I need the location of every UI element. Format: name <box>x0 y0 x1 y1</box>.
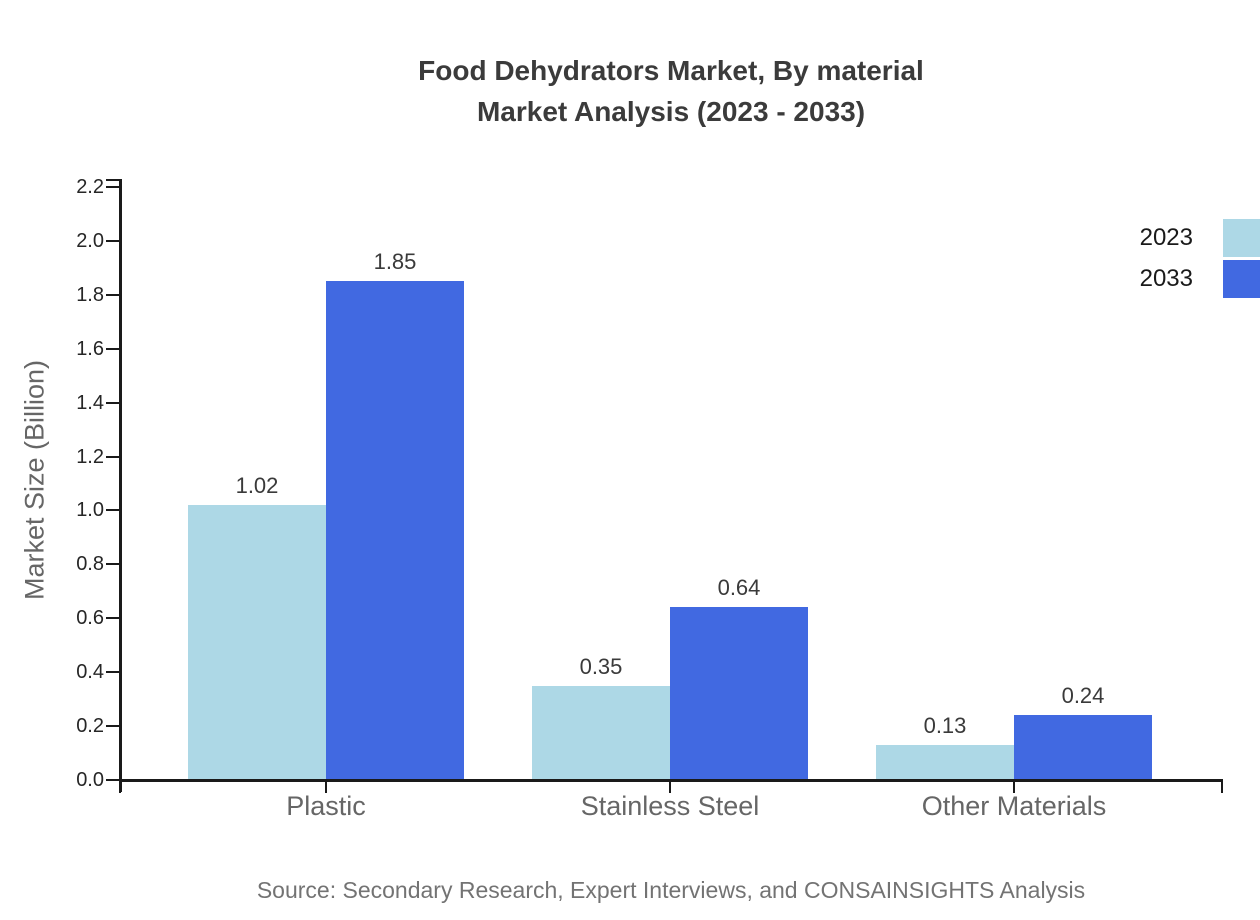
x-axis-tick <box>119 780 121 793</box>
bar-2033-plastic <box>326 281 464 779</box>
x-axis-tick <box>1221 780 1223 793</box>
bar-2033-stainless-steel <box>670 607 808 779</box>
y-axis-tick <box>106 186 119 188</box>
y-axis-tick-label: 0.4 <box>76 661 104 683</box>
legend-label-2023: 2023 <box>1139 224 1193 251</box>
y-axis-tick-label: 0.0 <box>76 769 104 791</box>
y-axis-tick-label: 1.0 <box>76 499 104 521</box>
bar-value-label: 1.85 <box>373 249 417 274</box>
chart-title-line1: Food Dehydrators Market, By material <box>418 55 924 86</box>
legend-swatch-2023 <box>1223 219 1260 257</box>
y-axis-tick <box>106 456 119 458</box>
y-axis-tick <box>106 563 119 565</box>
bar-value-label: 1.02 <box>235 473 279 498</box>
x-axis-category-label: Stainless Steel <box>580 791 760 821</box>
legend-swatch-2033 <box>1223 260 1260 298</box>
y-axis-tick <box>106 294 119 296</box>
y-axis-tick <box>106 617 119 619</box>
bar-value-label: 0.35 <box>579 654 623 679</box>
x-axis-line <box>119 779 1223 782</box>
x-axis-tick <box>325 780 327 793</box>
bar-value-label: 0.24 <box>1061 683 1105 708</box>
y-axis-tick <box>106 348 119 350</box>
bar-2023-stainless-steel <box>532 686 670 779</box>
x-axis-tick <box>1013 780 1015 793</box>
bar-value-label: 0.13 <box>923 713 967 738</box>
y-axis-tick <box>106 402 119 404</box>
y-axis-tick <box>106 509 119 511</box>
y-axis-tick-label: 2.2 <box>76 176 104 198</box>
y-axis-tick <box>106 240 119 242</box>
y-axis-tick-label: 0.6 <box>76 607 104 629</box>
x-axis-tick <box>669 780 671 793</box>
y-axis-spine <box>119 179 122 792</box>
chart-title-line2: Market Analysis (2023 - 2033) <box>476 96 866 127</box>
x-axis-category-label: Other Materials <box>921 791 1107 821</box>
bar-value-label: 0.64 <box>717 575 761 600</box>
legend-label-2033: 2033 <box>1139 265 1193 292</box>
x-axis-category-label: Plastic <box>286 791 366 821</box>
source-note: Source: Secondary Research, Expert Inter… <box>256 877 1086 903</box>
y-axis-tick-label: 2.0 <box>76 230 104 252</box>
y-axis-tick <box>106 779 119 781</box>
y-axis-tick-label: 0.8 <box>76 553 104 575</box>
y-axis-tick <box>106 671 119 673</box>
y-axis-tick-label: 1.4 <box>76 392 104 414</box>
bar-2023-plastic <box>188 505 326 779</box>
y-axis-tick-label: 0.2 <box>76 715 104 737</box>
bar-2033-other-materials <box>1014 715 1152 779</box>
y-axis-tick <box>106 725 119 727</box>
chart-title: Food Dehydrators Market, By material Mar… <box>120 50 1222 132</box>
y-axis-top-cap <box>106 179 119 181</box>
y-axis-tick-label: 1.6 <box>76 338 104 360</box>
y-axis-tick-label: 1.2 <box>76 446 104 468</box>
bar-2023-other-materials <box>876 745 1014 779</box>
y-axis-tick-label: 1.8 <box>76 284 104 306</box>
